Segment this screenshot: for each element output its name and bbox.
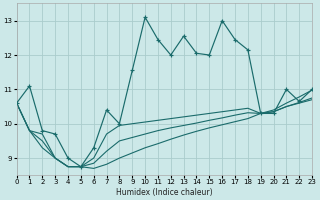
X-axis label: Humidex (Indice chaleur): Humidex (Indice chaleur) xyxy=(116,188,213,197)
